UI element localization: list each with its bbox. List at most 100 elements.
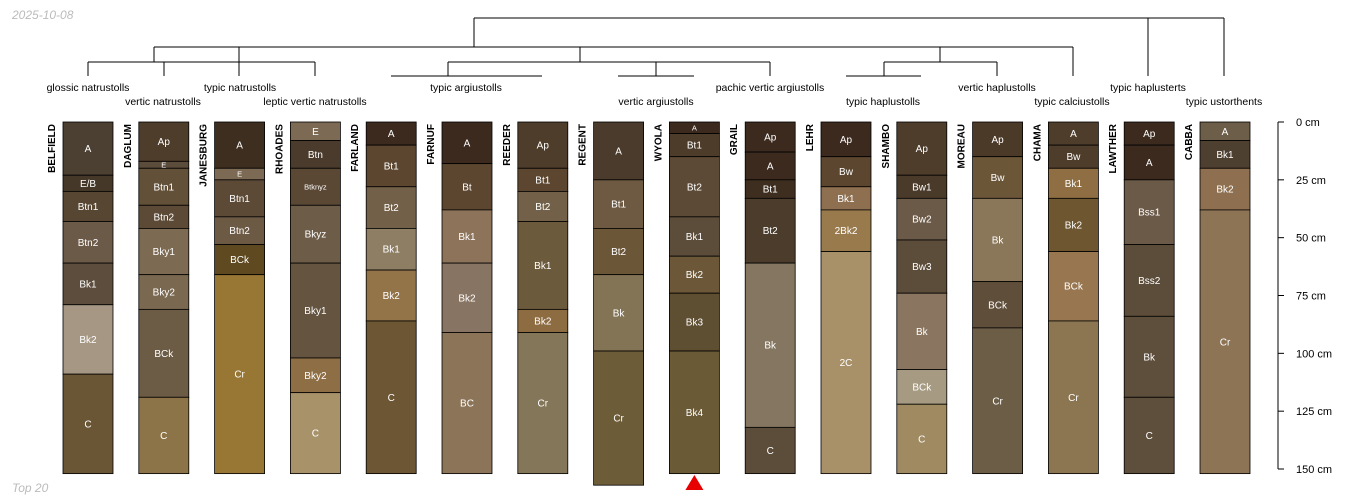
horizon-label: C bbox=[312, 429, 319, 440]
horizon-cabba-bk2 bbox=[1199, 167, 1251, 211]
depth-tick-label: 100 cm bbox=[1296, 348, 1332, 360]
profile-moreau: Ap Bw Bk BCk Cr MOREAU bbox=[957, 121, 1023, 475]
horizon-label: Bk1 bbox=[1065, 179, 1083, 190]
profile-name-shambo: SHAMBO bbox=[881, 124, 892, 169]
horizon-rhoades-c bbox=[289, 392, 341, 475]
horizon-label: Bk1 bbox=[383, 245, 401, 256]
horizon-label: C bbox=[918, 434, 925, 445]
footer-label: Top 20 bbox=[12, 481, 49, 495]
profile-name-lehr: LEHR bbox=[805, 123, 816, 151]
horizon-janesburg-btn1 bbox=[214, 179, 266, 218]
profile-grail: Ap A Bt1 Bt2 Bk C GRAIL bbox=[729, 121, 796, 475]
horizon-lehr-2c bbox=[820, 251, 872, 475]
horizon-chama-bk2 bbox=[1048, 197, 1099, 252]
horizon-label: Ap bbox=[840, 135, 853, 146]
horizon-farnuf-bk1 bbox=[441, 209, 493, 264]
horizon-moreau-cr bbox=[972, 327, 1023, 475]
profile-name-farnuf: FARNUF bbox=[426, 124, 437, 165]
horizon-farland-bk1 bbox=[365, 228, 417, 271]
profile-name-chama: CHAMA bbox=[1032, 124, 1043, 161]
horizon-label: Bk1 bbox=[837, 194, 855, 205]
horizon-label: Bk2 bbox=[458, 293, 476, 304]
horizon-label: Bt1 bbox=[687, 141, 702, 152]
horizon-lehr-2bk2 bbox=[820, 209, 872, 252]
horizon-lawther-bss2 bbox=[1123, 244, 1175, 317]
horizon-label: Cr bbox=[1068, 393, 1079, 404]
profile-farland: A Bt1 Bt2 Bk1 Bk2 C FARLAND bbox=[350, 121, 417, 475]
horizon-label: Bk bbox=[916, 327, 929, 338]
taxonomy-label-leptic-vertic-natrustolls: leptic vertic natrustolls bbox=[263, 96, 366, 108]
horizon-label: Cr bbox=[538, 399, 549, 410]
horizon-daglum-btn1 bbox=[138, 167, 190, 206]
horizon-label: Bky2 bbox=[153, 288, 176, 299]
profile-reeder: Ap Bt1 Bt2 Bk1 Bk2 Cr REEDER bbox=[502, 121, 569, 475]
horizon-label: Ap bbox=[764, 133, 777, 144]
horizon-label: A bbox=[1146, 158, 1153, 169]
horizon-label: Bss1 bbox=[1138, 208, 1161, 219]
horizon-farland-c bbox=[365, 320, 417, 475]
profile-regent: A Bt1 Bt2 Bk Cr REGENT bbox=[578, 121, 644, 486]
horizon-wyola-bk4 bbox=[669, 350, 720, 475]
horizon-farland-bt2 bbox=[365, 186, 417, 229]
horizon-moreau-bk bbox=[972, 197, 1023, 283]
depth-tick-label: 150 cm bbox=[1296, 464, 1332, 476]
horizon-rhoades-btn bbox=[289, 140, 341, 169]
taxonomy-label-typic-argiustolls: typic argiustolls bbox=[430, 82, 502, 94]
horizon-regent-bk bbox=[593, 274, 644, 352]
horizon-rhoades-btknyz bbox=[289, 167, 341, 206]
horizon-label: A bbox=[464, 138, 471, 149]
horizon-wyola-bk1 bbox=[669, 216, 720, 257]
horizon-grail-ap bbox=[744, 121, 796, 153]
horizon-reeder-bt2 bbox=[517, 190, 569, 222]
horizon-belfield-btn2 bbox=[62, 221, 114, 264]
horizon-daglum-c bbox=[138, 396, 190, 475]
horizon-label: Bk2 bbox=[1216, 185, 1234, 196]
profile-shambo: Ap Bw1 Bw2 Bw3 Bk BCk C SHAMBO bbox=[881, 121, 948, 475]
horizon-shambo-ap bbox=[896, 121, 948, 176]
profile-lehr: Ap Bw Bk1 2Bk2 2C LEHR bbox=[805, 121, 872, 475]
horizon-daglum-bky1 bbox=[138, 228, 190, 276]
horizon-label: Btn2 bbox=[154, 212, 175, 223]
profile-name-grail: GRAIL bbox=[729, 124, 740, 155]
profile-janesburg: A E Btn1 Btn2 BCk Cr JANESBURG bbox=[199, 121, 266, 475]
horizon-label: A bbox=[236, 141, 243, 152]
horizon-label: Cr bbox=[1220, 337, 1231, 348]
highlight-triangle-icon bbox=[685, 475, 704, 490]
horizon-farland-bt1 bbox=[365, 144, 417, 188]
horizon-lawther-bss1 bbox=[1123, 179, 1175, 246]
profile-cabba: A Bk1 Bk2 Cr CABBA bbox=[1184, 121, 1251, 475]
horizon-belfield-a bbox=[62, 121, 114, 176]
horizon-label: Bk4 bbox=[686, 408, 704, 419]
horizon-label: Bky2 bbox=[304, 371, 327, 382]
horizon-label: E bbox=[312, 127, 319, 138]
depth-tick-label: 125 cm bbox=[1296, 406, 1332, 418]
horizon-label: Bt2 bbox=[687, 182, 702, 193]
horizon-regent-a bbox=[593, 121, 644, 181]
date-label: 2025-10-08 bbox=[12, 8, 74, 22]
horizon-label: C bbox=[388, 393, 395, 404]
taxonomy-label-typic-natrustolls: typic natrustolls bbox=[204, 82, 276, 94]
horizon-label: Bw bbox=[1066, 152, 1081, 163]
horizon-belfield-bk2 bbox=[62, 304, 114, 375]
horizon-belfield-btn1 bbox=[62, 190, 114, 222]
horizon-rhoades-bkyz bbox=[289, 204, 341, 264]
horizon-label: Bt2 bbox=[763, 226, 778, 237]
horizon-label: A bbox=[692, 123, 697, 132]
horizon-cabba-cr bbox=[1199, 209, 1251, 475]
horizon-label: Bk2 bbox=[383, 291, 401, 302]
horizon-cabba-bk1 bbox=[1199, 140, 1251, 169]
horizon-label: Bt1 bbox=[763, 185, 778, 196]
horizon-label: Bkyz bbox=[305, 230, 327, 241]
taxonomy-label-glossic-natrustolls: glossic natrustolls bbox=[47, 82, 130, 94]
horizon-moreau-bw bbox=[972, 156, 1023, 199]
horizon-shambo-bw3 bbox=[896, 239, 948, 294]
profile-name-lawther: LAWTHER bbox=[1108, 123, 1119, 173]
horizon-reeder-cr bbox=[517, 332, 569, 475]
horizon-farland-bk2 bbox=[365, 269, 417, 322]
profile-name-cabba: CABBA bbox=[1184, 124, 1195, 160]
horizon-janesburg-a bbox=[214, 121, 266, 169]
horizon-daglum-bck bbox=[138, 308, 190, 398]
horizon-belfield-c bbox=[62, 373, 114, 475]
horizon-label: Bt1 bbox=[384, 161, 399, 172]
taxonomy-label-typic-calciustolls: typic calciustolls bbox=[1034, 96, 1109, 108]
